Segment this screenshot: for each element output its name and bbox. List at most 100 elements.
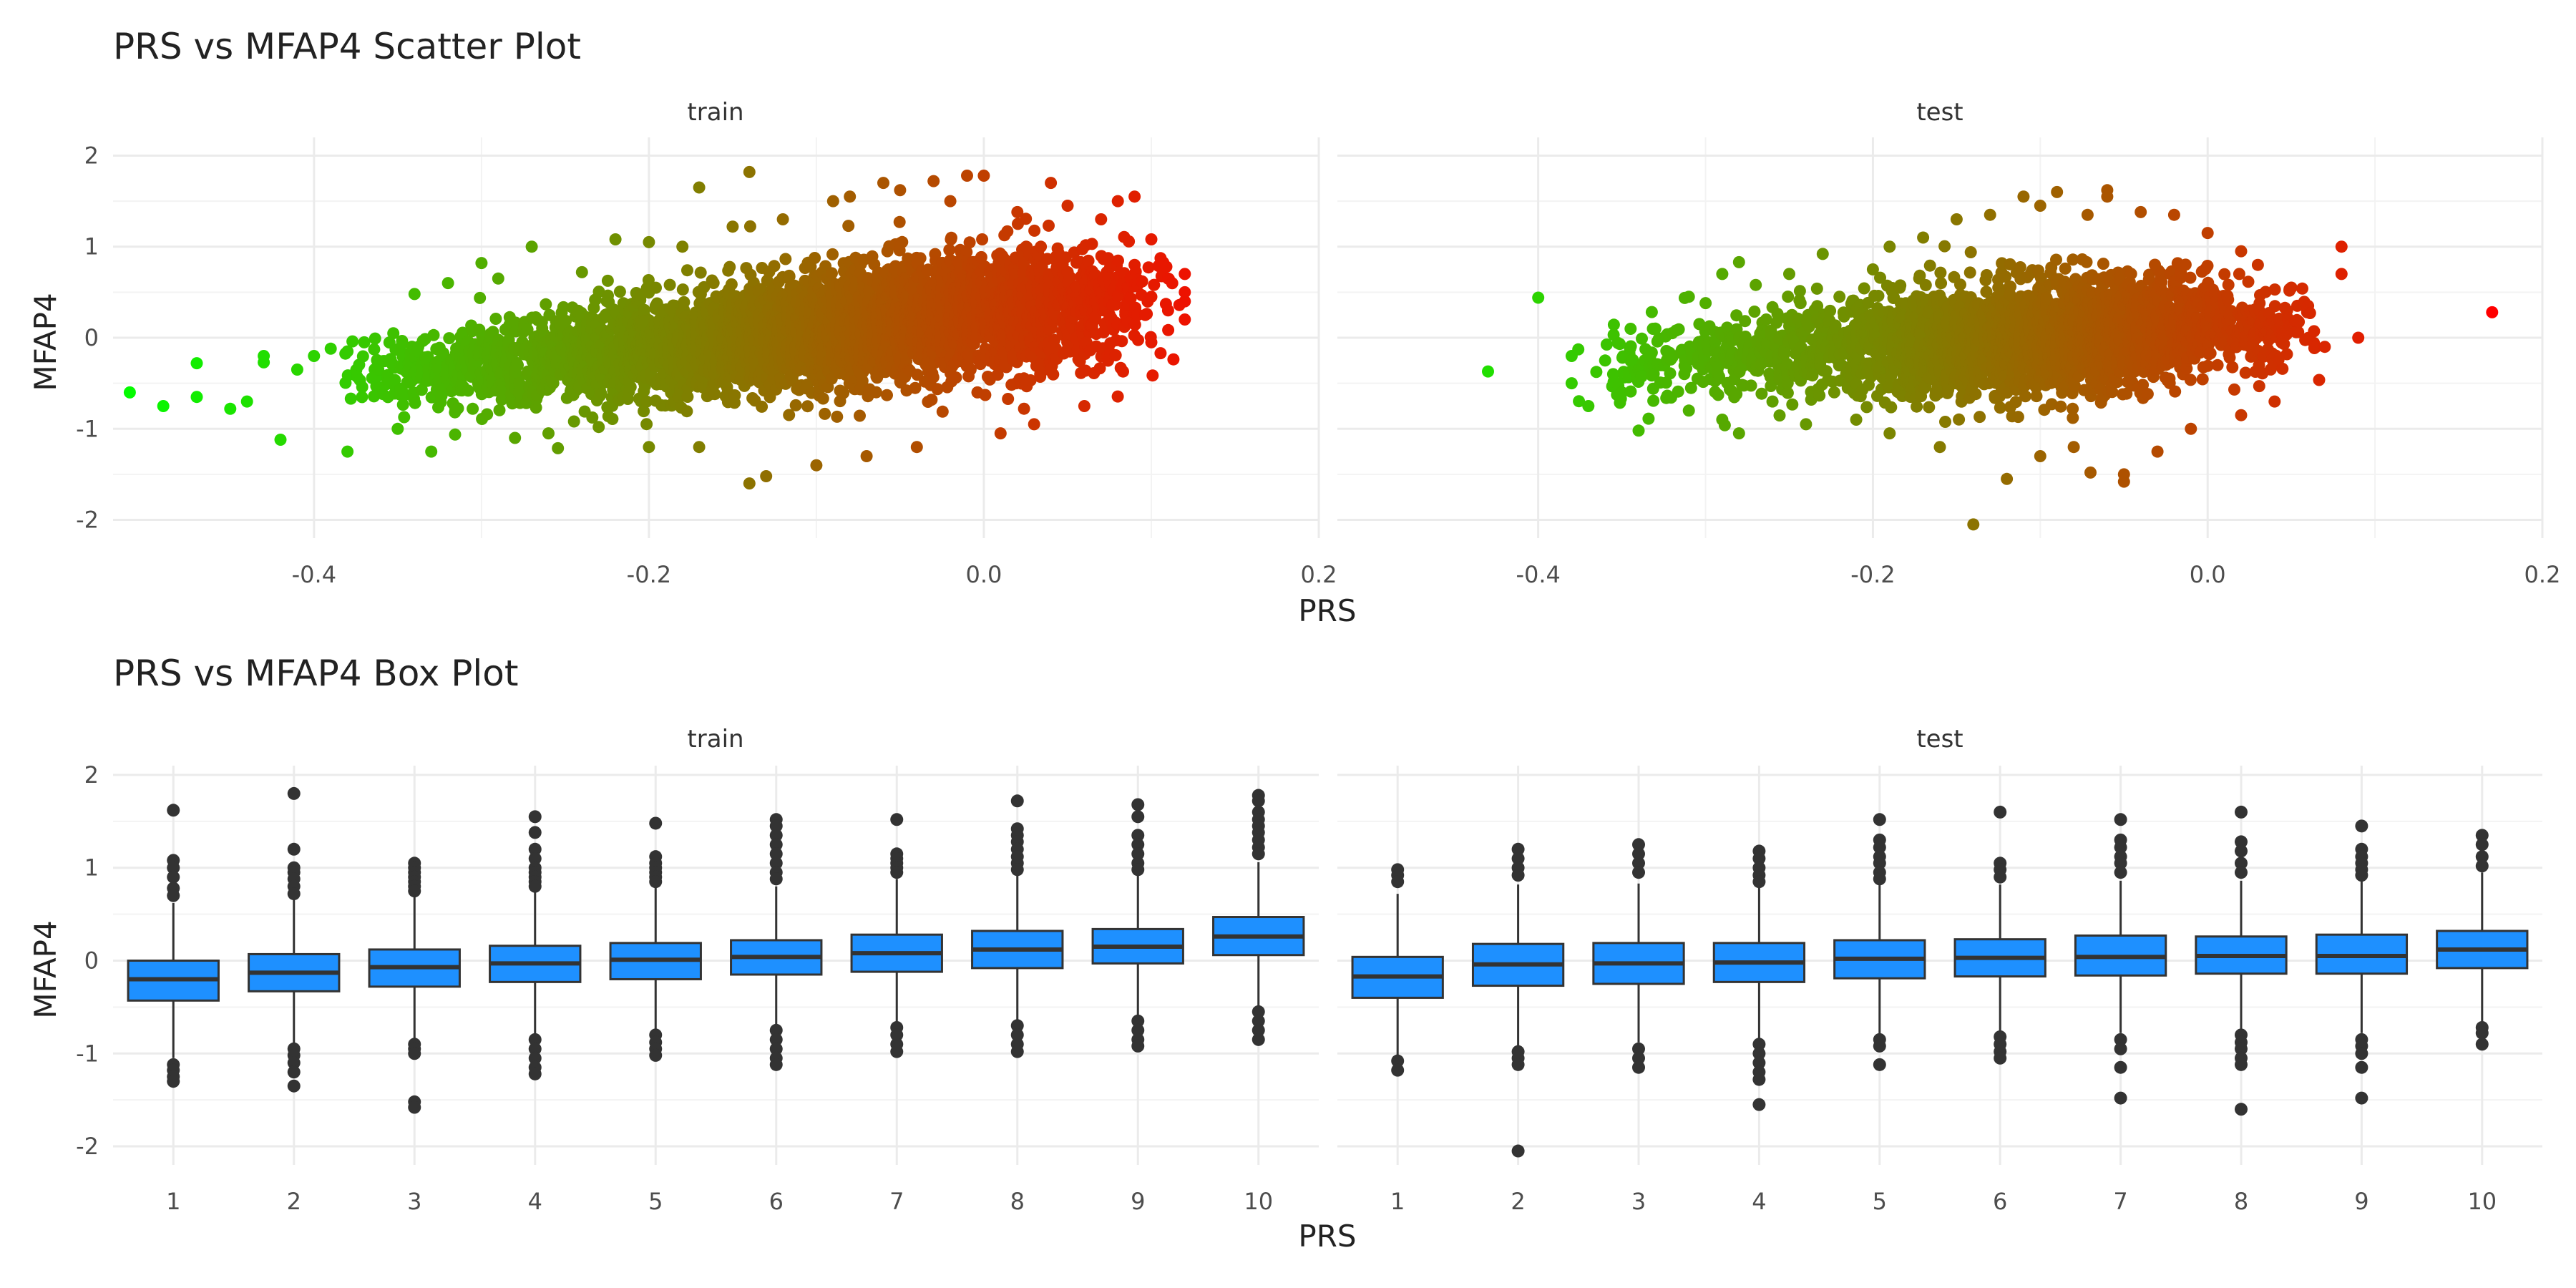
scatter-point [560,314,572,327]
scatter-point [525,240,538,253]
scatter-point [356,381,369,394]
scatter-point [452,402,464,415]
scatter-point [1565,377,1578,390]
scatter-point [894,184,907,197]
scatter-point [1778,347,1791,360]
scatter-point [927,371,940,384]
scatter-point [1162,323,1175,336]
y-tick-label: -2 [76,507,99,534]
scatter-point [698,280,711,293]
x-tick-label: 0.2 [1301,561,1337,588]
scatter-point [816,392,829,405]
scatter-strip-test: test [1916,98,1963,127]
scatter-point [643,235,655,248]
scatter-point [274,434,287,446]
scatter-point [1532,291,1545,304]
scatter-point [1132,333,1144,346]
scatter-point [694,266,707,279]
scatter-point [123,386,136,399]
scatter-point [389,374,401,386]
scatter-point [643,441,655,454]
scatter-point [457,326,469,339]
scatter-point [427,328,440,341]
scatter-point [1800,418,1813,431]
scatter-point [1145,291,1158,303]
scatter-point [723,260,736,273]
scatter-point [783,409,796,421]
scatter-point [1111,195,1124,208]
scatter-point [474,291,487,304]
y-tick-label: 1 [84,233,99,260]
scatter-point [1167,353,1180,366]
scatter-point [387,327,400,340]
scatter-point [1860,401,1873,414]
scatter-point [1166,277,1179,290]
scatter-point [642,274,655,286]
scatter-point [1035,240,1048,253]
scatter-point [1766,395,1779,408]
x-tick-label: 0.2 [2524,561,2561,588]
scatter-point [1794,297,1807,310]
scatter-point [1773,409,1786,422]
scatter-point [1732,255,1745,268]
scatter-point [396,337,409,349]
scatter-point [1117,365,1129,378]
scatter-point [1645,346,1658,359]
scatter-point [693,441,706,454]
scatter-point [936,405,949,418]
scatter-point [613,286,626,298]
scatter-point [449,428,462,441]
scatter-point [1020,213,1033,225]
scatter-point [1732,427,1745,440]
scatter-point [994,427,1007,440]
scatter-point [1141,308,1153,321]
scatter-point [809,252,821,264]
scatter-point [1018,402,1030,415]
scatter-point [1128,190,1141,203]
scatter-point [606,413,619,425]
scatter-point [779,253,792,265]
scatter-point [801,400,814,413]
scatter-point [693,181,706,194]
scatter-point [678,296,691,308]
scatter-point [961,170,973,182]
scatter-point [1624,323,1637,335]
scatter-point [509,431,522,444]
scatter-point [681,391,694,403]
scatter-point [1748,306,1761,318]
scatter-point [1883,240,1896,253]
scatter-point [1750,278,1762,291]
scatter-point [1712,389,1724,401]
scatter-point [945,231,957,244]
scatter-point [586,411,599,424]
scatter-point [1664,367,1677,380]
scatter-point [1824,304,1837,317]
scatter-point [870,386,882,399]
scatter-point [726,220,739,233]
scatter-point [1590,366,1603,379]
scatter-point [368,343,381,356]
scatter-point [1645,306,1658,318]
scatter-point [540,298,552,311]
scatter-point [760,470,773,482]
scatter-point [1109,349,1122,361]
scatter-point [435,389,448,402]
scatter-point [976,233,989,245]
scatter-point [1154,347,1167,360]
scatter-point [441,277,454,290]
scatter-point [552,441,565,454]
scatter-point [725,278,738,291]
scatter-point [743,165,756,178]
scatter-point [1599,354,1611,367]
scatter-point [492,272,504,285]
scatter-point [1095,213,1108,225]
scatter-point [1624,385,1637,398]
scatter-point [1061,200,1074,212]
scatter-point [1146,369,1159,382]
scatter-point [1682,291,1695,303]
scatter-point [910,441,923,454]
scatter-point [1858,282,1870,295]
scatter-point [1179,268,1191,280]
scatter-point [977,170,990,182]
scatter-point [663,278,676,291]
